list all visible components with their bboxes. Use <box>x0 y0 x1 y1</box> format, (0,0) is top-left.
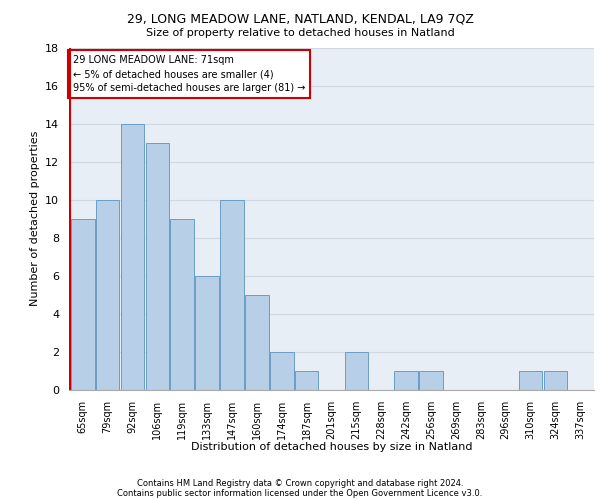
Text: 29, LONG MEADOW LANE, NATLAND, KENDAL, LA9 7QZ: 29, LONG MEADOW LANE, NATLAND, KENDAL, L… <box>127 12 473 26</box>
Bar <box>195 276 219 390</box>
Text: 29 LONG MEADOW LANE: 71sqm
← 5% of detached houses are smaller (4)
95% of semi-d: 29 LONG MEADOW LANE: 71sqm ← 5% of detac… <box>73 55 305 93</box>
Bar <box>394 371 418 390</box>
Bar <box>220 200 244 390</box>
Bar <box>170 219 194 390</box>
Bar <box>121 124 144 390</box>
Bar <box>344 352 368 390</box>
Bar <box>544 371 567 390</box>
Bar <box>146 142 169 390</box>
Bar <box>245 295 269 390</box>
Y-axis label: Number of detached properties: Number of detached properties <box>29 131 40 306</box>
Text: Size of property relative to detached houses in Natland: Size of property relative to detached ho… <box>146 28 454 38</box>
Bar <box>519 371 542 390</box>
Text: Contains HM Land Registry data © Crown copyright and database right 2024.: Contains HM Land Registry data © Crown c… <box>137 478 463 488</box>
Bar <box>295 371 319 390</box>
Text: Contains public sector information licensed under the Open Government Licence v3: Contains public sector information licen… <box>118 488 482 498</box>
Bar <box>270 352 293 390</box>
Bar <box>96 200 119 390</box>
Bar <box>71 219 95 390</box>
Bar <box>419 371 443 390</box>
X-axis label: Distribution of detached houses by size in Natland: Distribution of detached houses by size … <box>191 442 472 452</box>
